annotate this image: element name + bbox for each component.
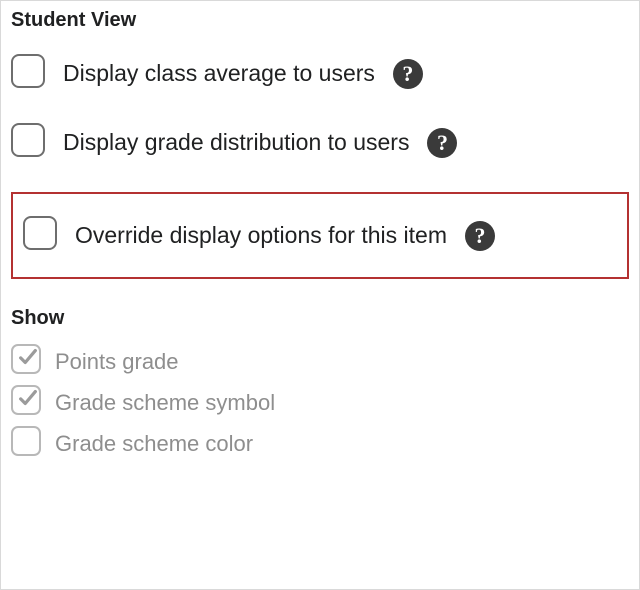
label-grade-scheme-symbol: Grade scheme symbol [55,390,275,416]
check-icon [17,345,39,374]
label-grade-distribution: Display grade distribution to users [63,129,409,156]
override-highlight: Override display options for this item ? [11,192,629,279]
label-points-grade: Points grade [55,349,179,375]
checkbox-class-average[interactable] [11,54,45,88]
show-row-grade-scheme-color: Grade scheme color [11,426,629,461]
show-heading: Show [11,307,629,330]
checkbox-grade-scheme-color [11,426,41,456]
help-icon[interactable]: ? [465,221,495,251]
help-icon[interactable]: ? [393,59,423,89]
option-row-grade-distribution: Display grade distribution to users ? [11,123,629,162]
label-override: Override display options for this item [75,222,447,249]
checkbox-grade-distribution[interactable] [11,123,45,157]
checkbox-grade-scheme-symbol [11,385,41,415]
show-row-points-grade: Points grade [11,344,629,379]
option-row-class-average: Display class average to users ? [11,54,629,93]
label-class-average: Display class average to users [63,60,375,87]
show-row-grade-scheme-symbol: Grade scheme symbol [11,385,629,420]
checkbox-points-grade [11,344,41,374]
help-icon[interactable]: ? [427,128,457,158]
check-icon [17,386,39,415]
label-grade-scheme-color: Grade scheme color [55,431,253,457]
checkbox-override[interactable] [23,216,57,250]
student-view-heading: Student View [11,9,629,32]
settings-panel: Student View Display class average to us… [0,0,640,590]
